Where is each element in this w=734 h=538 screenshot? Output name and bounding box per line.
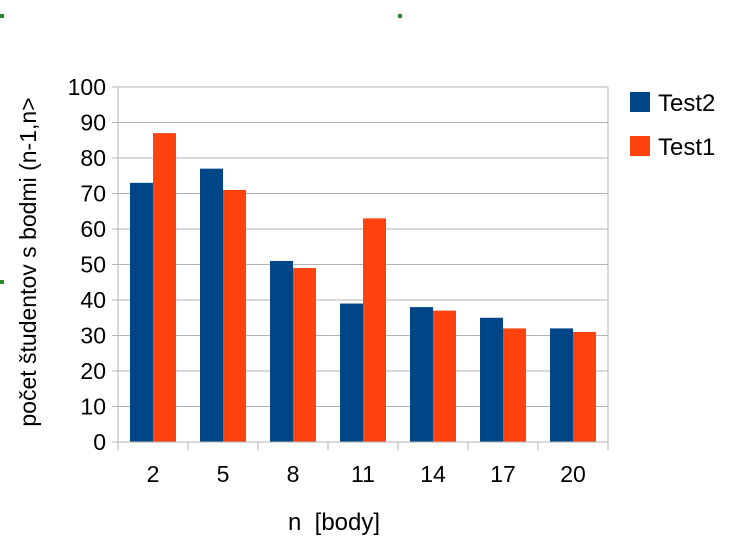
x-tick-label: 11 — [351, 461, 375, 487]
bar-test1-20 — [573, 331, 596, 442]
legend-label-test2: Test2 — [658, 90, 715, 117]
bar-series-group — [130, 133, 596, 442]
bar-test2-8 — [270, 260, 293, 442]
x-tick-label: 14 — [420, 461, 446, 487]
decorative-dot — [0, 280, 4, 284]
bar-test2-20 — [550, 328, 573, 442]
bar-test2-14 — [410, 307, 433, 442]
x-tick-label: 2 — [147, 461, 160, 487]
y-tick-label: 20 — [80, 358, 106, 384]
x-axis-title: n [body] — [288, 509, 380, 536]
legend-swatch-test2 — [630, 92, 650, 112]
legend: Test2 Test1 — [630, 90, 715, 161]
x-tick-label: 5 — [217, 461, 230, 487]
y-tick-label: 40 — [80, 287, 106, 313]
bar-test1-14 — [433, 310, 456, 442]
y-tick-label: 50 — [80, 252, 106, 278]
bar-test1-8 — [293, 268, 316, 442]
y-tick-label: 0 — [93, 429, 106, 455]
y-tick-label: 100 — [68, 74, 106, 100]
y-tick-label: 10 — [80, 394, 106, 420]
bar-test2-17 — [480, 317, 503, 442]
y-axis-title: počet študentov s bodmi (n-1,n> — [15, 97, 41, 426]
decorative-dot — [398, 14, 402, 18]
bar-test1-2 — [153, 133, 176, 442]
x-tick-label: 8 — [287, 461, 300, 487]
x-tick-labels: 2 5 8 11 14 17 20 — [147, 461, 586, 487]
bar-test2-2 — [130, 182, 153, 442]
legend-label-test1: Test1 — [658, 134, 715, 161]
y-tick-label: 30 — [80, 323, 106, 349]
bar-test2-11 — [340, 303, 363, 442]
bar-test1-11 — [363, 218, 386, 442]
bar-test1-17 — [503, 328, 526, 442]
x-tick-label: 17 — [490, 461, 516, 487]
x-tick-label: 20 — [560, 461, 586, 487]
legend-swatch-test1 — [630, 136, 650, 156]
decorative-dot — [0, 14, 4, 18]
y-tick-label: 70 — [80, 181, 106, 207]
axes — [112, 86, 609, 450]
y-tick-label: 80 — [80, 145, 106, 171]
bar-test2-5 — [200, 168, 223, 442]
y-tick-label: 60 — [80, 216, 106, 242]
bar-test1-5 — [223, 189, 246, 442]
y-tick-labels: 0 10 20 30 40 50 60 70 80 90 100 — [68, 74, 106, 455]
y-tick-label: 90 — [80, 110, 106, 136]
